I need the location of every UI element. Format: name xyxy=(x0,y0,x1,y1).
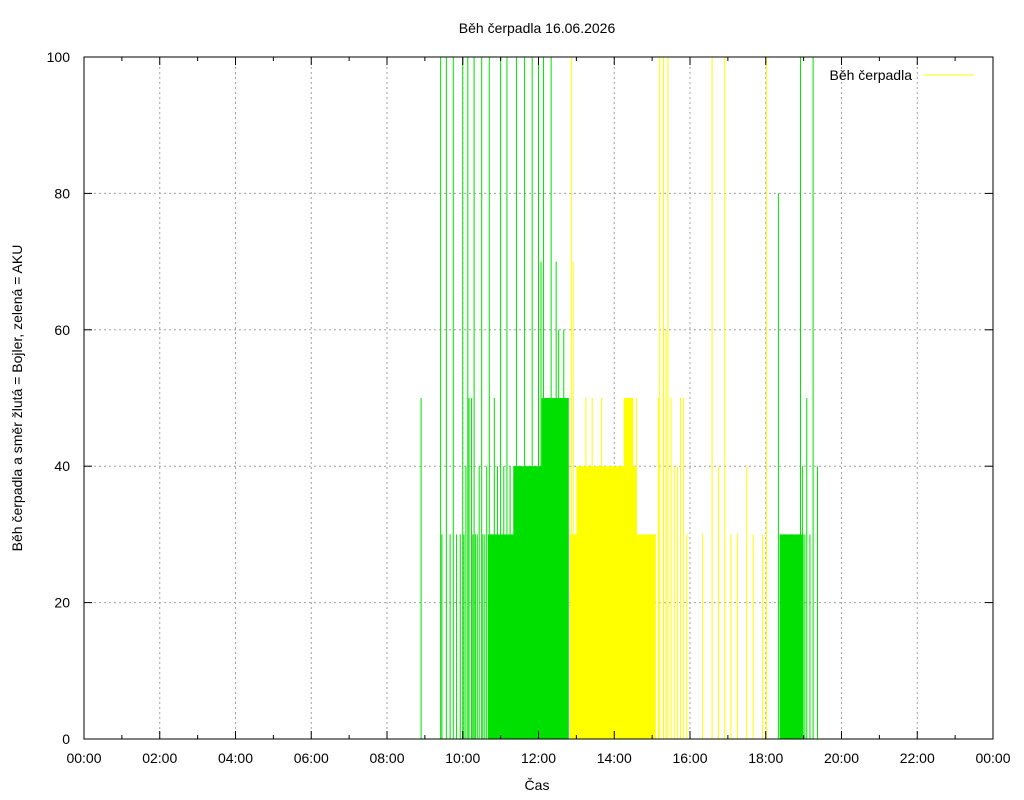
y-tick-labels: 0 20 40 60 80 100 xyxy=(47,49,71,747)
legend: Běh čerpadla xyxy=(829,67,974,83)
y-tick-label: 60 xyxy=(54,322,70,338)
x-tick-label: 16:00 xyxy=(672,750,707,766)
x-tick-label: 08:00 xyxy=(369,750,404,766)
x-tick-label: 06:00 xyxy=(294,750,329,766)
data-block xyxy=(541,398,564,739)
x-tick-label: 10:00 xyxy=(445,750,480,766)
y-tick-label: 40 xyxy=(54,458,70,474)
x-tick-labels: 00:00 02:00 04:00 06:00 08:00 10:00 12:00 14:00… xyxy=(66,750,1010,766)
x-tick-label: 18:00 xyxy=(748,750,783,766)
data-marks xyxy=(420,57,819,739)
data-block xyxy=(633,534,656,739)
data-block xyxy=(623,398,634,739)
ticks xyxy=(83,56,994,740)
series-1 xyxy=(420,57,819,739)
x-tick-label: 20:00 xyxy=(824,750,859,766)
x-axis-label: Čas xyxy=(525,777,550,793)
x-tick-label: 04:00 xyxy=(218,750,253,766)
y-axis-label: Běh čerpadla a směr žlutá = Bojler, zele… xyxy=(9,245,25,552)
x-tick-label: 02:00 xyxy=(142,750,177,766)
x-tick-label: 00:00 xyxy=(975,750,1010,766)
data-block xyxy=(779,534,798,739)
data-block xyxy=(561,398,569,739)
chart-title: Běh čerpadla 16.06.2026 xyxy=(459,20,616,36)
series-2 xyxy=(570,57,767,739)
x-tick-label: 00:00 xyxy=(66,750,101,766)
legend-label: Běh čerpadla xyxy=(829,67,912,83)
data-block xyxy=(592,466,621,739)
y-tick-label: 100 xyxy=(47,49,71,65)
x-tick-label: 22:00 xyxy=(900,750,935,766)
y-tick-label: 20 xyxy=(54,595,70,611)
x-tick-label: 14:00 xyxy=(597,750,632,766)
y-tick-label: 0 xyxy=(62,731,70,747)
x-tick-label: 12:00 xyxy=(521,750,556,766)
y-tick-label: 80 xyxy=(54,185,70,201)
